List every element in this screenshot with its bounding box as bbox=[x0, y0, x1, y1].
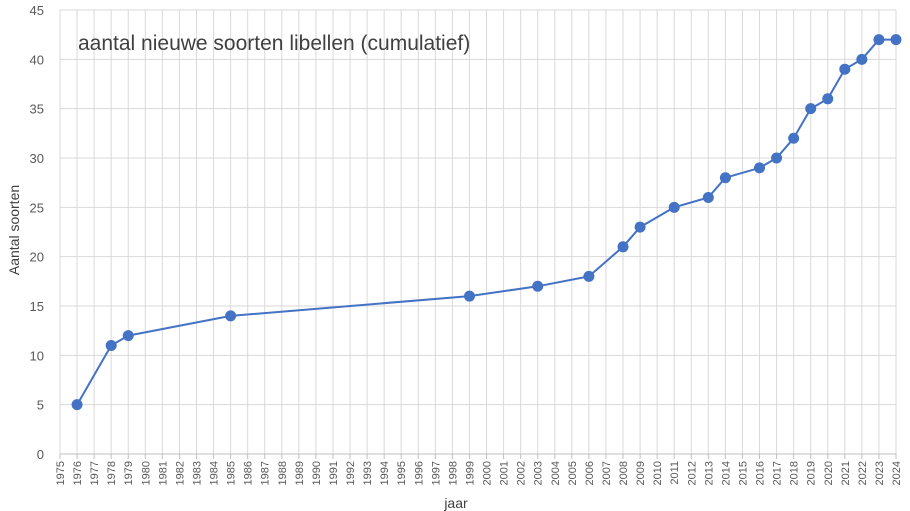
x-tick-label: 1986 bbox=[243, 461, 255, 485]
data-point bbox=[719, 172, 731, 184]
x-tick-label: 1993 bbox=[362, 461, 374, 485]
x-tick-label: 2016 bbox=[755, 461, 767, 485]
x-tick-label: 2008 bbox=[618, 461, 630, 485]
x-tick-label: 2006 bbox=[584, 461, 596, 485]
data-point bbox=[890, 34, 902, 46]
x-tick-label: 1991 bbox=[328, 461, 340, 485]
x-tick-label: 2017 bbox=[772, 461, 784, 485]
data-point bbox=[668, 201, 680, 213]
data-point bbox=[873, 34, 885, 46]
x-tick-label: 2023 bbox=[874, 461, 886, 485]
x-tick-label: 2018 bbox=[789, 461, 801, 485]
grid-lines bbox=[59, 9, 897, 454]
x-tick-label: 2021 bbox=[840, 461, 852, 485]
x-tick-label: 1992 bbox=[345, 461, 357, 485]
x-tick-label: 2010 bbox=[652, 461, 664, 485]
series-line bbox=[71, 34, 902, 411]
y-tick-label: 40 bbox=[30, 52, 44, 67]
x-tick-label: 2011 bbox=[669, 461, 681, 485]
x-tick-label: 1997 bbox=[430, 461, 442, 485]
y-tick-label: 10 bbox=[30, 348, 44, 363]
data-point bbox=[771, 152, 783, 164]
x-tick-label: 2002 bbox=[516, 461, 528, 485]
x-tick-label: 2000 bbox=[482, 461, 494, 485]
x-tick-label: 2022 bbox=[857, 461, 869, 485]
y-axis-title: Aantal soorten bbox=[6, 185, 22, 275]
data-point bbox=[105, 339, 117, 351]
x-tick-label: 1975 bbox=[55, 461, 67, 485]
x-tick-label: 2014 bbox=[720, 461, 732, 485]
x-tick-label: 2019 bbox=[806, 461, 818, 485]
x-tick-label: 1976 bbox=[72, 461, 84, 485]
x-tick-label: 2024 bbox=[891, 461, 903, 485]
x-tick-label: 1989 bbox=[294, 461, 306, 485]
y-tick-label: 35 bbox=[30, 102, 44, 117]
y-tick-label: 5 bbox=[37, 398, 44, 413]
x-tick-label: 2003 bbox=[533, 461, 545, 485]
y-axis-ticks: 0 5 10 15 20 25 30 35 40 45 bbox=[30, 3, 44, 462]
x-tick-label: 1980 bbox=[140, 461, 152, 485]
data-point bbox=[805, 103, 817, 115]
x-tick-label: 1982 bbox=[174, 461, 186, 485]
x-tick-label: 1998 bbox=[447, 461, 459, 485]
x-tick-label: 1999 bbox=[464, 461, 476, 485]
chart-title: aantal nieuwe soorten libellen (cumulati… bbox=[78, 32, 470, 55]
x-tick-label: 2004 bbox=[550, 461, 562, 485]
data-point bbox=[71, 399, 83, 411]
data-point bbox=[702, 191, 714, 203]
x-tick-label: 1979 bbox=[123, 461, 135, 485]
x-axis-title: jaar bbox=[443, 495, 468, 511]
y-tick-label: 20 bbox=[30, 250, 44, 265]
x-tick-label: 1984 bbox=[209, 461, 221, 485]
x-tick-label: 1994 bbox=[379, 461, 391, 485]
y-tick-label: 45 bbox=[30, 3, 44, 18]
data-point bbox=[225, 310, 237, 322]
data-point bbox=[583, 270, 595, 282]
x-tick-label: 1988 bbox=[277, 461, 289, 485]
data-point bbox=[856, 53, 868, 65]
x-tick-label: 1983 bbox=[191, 461, 203, 485]
x-tick-label: 1981 bbox=[157, 461, 169, 485]
data-point bbox=[839, 63, 851, 75]
x-tick-label: 2009 bbox=[635, 461, 647, 485]
x-axis-ticks: 1975 1976 1977 1978 1979 1980 1981 1982 1983 1984… bbox=[55, 461, 903, 485]
y-tick-label: 0 bbox=[37, 447, 44, 462]
data-point bbox=[634, 221, 646, 233]
x-tick-label: 2001 bbox=[499, 461, 511, 485]
x-tick-label: 2007 bbox=[601, 461, 613, 485]
x-tick-label: 1987 bbox=[260, 461, 272, 485]
x-tick-label: 1995 bbox=[396, 461, 408, 485]
y-tick-label: 25 bbox=[30, 200, 44, 215]
data-point bbox=[617, 241, 629, 253]
data-point bbox=[122, 330, 134, 342]
x-tick-label: 1978 bbox=[106, 461, 118, 485]
x-tick-label: 1990 bbox=[311, 461, 323, 485]
x-tick-label: 2012 bbox=[686, 461, 698, 485]
x-tick-label: 2020 bbox=[823, 461, 835, 485]
x-tick-label: 1977 bbox=[89, 461, 101, 485]
y-tick-label: 30 bbox=[30, 151, 44, 166]
x-tick-label: 1996 bbox=[413, 461, 425, 485]
x-tick-label: 2015 bbox=[737, 461, 749, 485]
data-point bbox=[788, 132, 800, 144]
y-tick-label: 15 bbox=[30, 299, 44, 314]
x-tick-label: 1985 bbox=[226, 461, 238, 485]
x-tick-label: 2005 bbox=[567, 461, 579, 485]
axes bbox=[59, 453, 897, 459]
data-point bbox=[754, 162, 766, 174]
x-tick-label: 2013 bbox=[703, 461, 715, 485]
data-point bbox=[463, 290, 475, 302]
data-point bbox=[822, 93, 834, 105]
data-point bbox=[532, 280, 544, 292]
